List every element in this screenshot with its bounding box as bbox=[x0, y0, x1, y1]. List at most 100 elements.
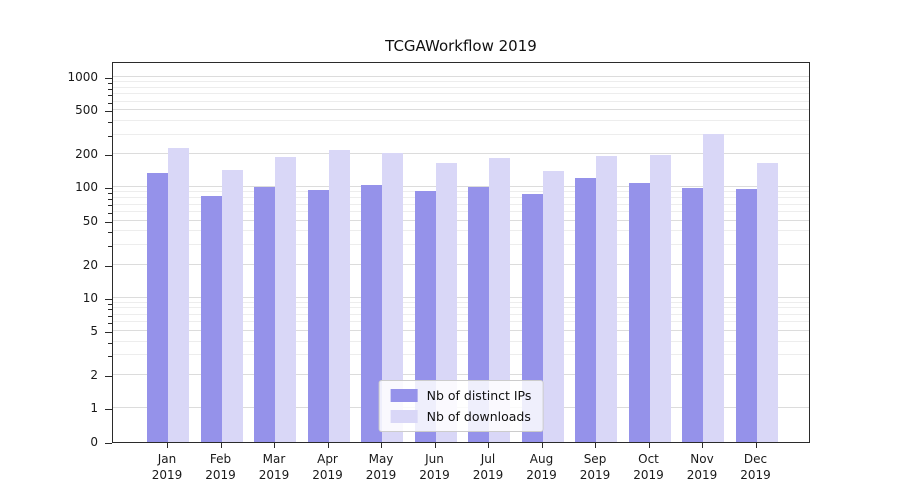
gridline bbox=[113, 230, 809, 232]
bar-downloads bbox=[382, 153, 403, 442]
legend-item-distinct-ips: Nb of distinct IPs bbox=[390, 388, 532, 403]
gridline bbox=[113, 307, 809, 309]
bar-distinct-ips bbox=[254, 187, 275, 442]
x-tick-label: Sep 2019 bbox=[579, 452, 611, 483]
bar-distinct-ips bbox=[735, 189, 757, 442]
bar-distinct-ips bbox=[575, 177, 596, 442]
x-tick-mark bbox=[167, 443, 168, 448]
y-tick-label: 0 bbox=[90, 435, 98, 449]
bar-distinct-ips bbox=[468, 187, 489, 442]
x-tick-mark bbox=[381, 443, 382, 448]
gridline bbox=[113, 219, 809, 221]
gridline bbox=[113, 86, 809, 88]
y-tick-label: 500 bbox=[75, 103, 98, 118]
x-tick-label: Mar 2019 bbox=[258, 452, 290, 483]
y-tick-label: 1000 bbox=[67, 70, 98, 85]
y-tick-mark bbox=[105, 409, 112, 410]
legend-item-downloads: Nb of downloads bbox=[390, 409, 532, 424]
y-tick-label: 1 bbox=[90, 401, 98, 415]
bar-distinct-ips bbox=[147, 173, 168, 442]
x-tick-mark bbox=[648, 443, 650, 448]
x-tick-label: Jul 2019 bbox=[472, 452, 504, 483]
bar-downloads bbox=[596, 156, 617, 442]
x-tick-label: May 2019 bbox=[365, 452, 397, 483]
bar-downloads bbox=[168, 147, 189, 442]
gridline bbox=[113, 120, 809, 122]
x-tick-label: Dec 2019 bbox=[740, 452, 771, 483]
x-tick-mark bbox=[702, 443, 703, 448]
y-tick-label: 2 bbox=[90, 367, 98, 382]
x-tick-label: Jun 2019 bbox=[419, 452, 450, 483]
y-tick-label: 50 bbox=[82, 213, 98, 228]
y-tick-mark bbox=[105, 298, 112, 300]
y-tick-mark bbox=[105, 221, 112, 223]
bar-downloads bbox=[221, 170, 243, 442]
legend: Nb of distinct IPs Nb of downloads bbox=[378, 380, 544, 432]
gridline bbox=[113, 203, 809, 205]
x-tick-mark bbox=[541, 443, 543, 448]
x-tick-label: Feb 2019 bbox=[205, 452, 236, 483]
bar-downloads bbox=[756, 163, 778, 442]
x-tick-mark bbox=[434, 443, 436, 448]
gridline bbox=[113, 76, 809, 78]
bar-distinct-ips bbox=[628, 182, 650, 442]
gridline bbox=[113, 133, 809, 135]
bar-downloads bbox=[542, 171, 564, 442]
x-tick-label: Jan 2019 bbox=[151, 452, 183, 483]
y-tick-mark bbox=[105, 78, 112, 80]
bar-downloads bbox=[489, 157, 510, 442]
legend-swatch-downloads bbox=[390, 410, 418, 423]
legend-label-distinct-ips: Nb of distinct IPs bbox=[426, 388, 532, 403]
gridline bbox=[113, 354, 809, 356]
gridline bbox=[113, 296, 809, 298]
x-tick-label: Nov 2019 bbox=[686, 452, 718, 483]
gridline bbox=[113, 244, 809, 246]
y-tick-mark bbox=[105, 331, 112, 333]
y-tick-label: 200 bbox=[75, 147, 98, 162]
gridline bbox=[113, 340, 809, 342]
bar-distinct-ips bbox=[307, 189, 329, 442]
gridline bbox=[113, 210, 809, 212]
y-tick-label: 10 bbox=[82, 290, 98, 305]
gridline bbox=[113, 313, 809, 315]
y-tick-mark bbox=[105, 111, 112, 113]
gridline bbox=[113, 81, 809, 83]
gridline bbox=[113, 109, 809, 111]
bar-distinct-ips bbox=[682, 187, 703, 442]
y-tick-mark bbox=[105, 375, 112, 377]
y-tick-mark bbox=[105, 188, 112, 190]
bar-distinct-ips bbox=[361, 184, 382, 442]
chart-title: TCGAWorkflow 2019 bbox=[385, 37, 537, 55]
bar-distinct-ips bbox=[200, 196, 222, 442]
gridline bbox=[113, 153, 809, 155]
gridline bbox=[113, 373, 809, 375]
y-tick-mark bbox=[105, 265, 112, 267]
x-tick-mark bbox=[274, 443, 275, 448]
gridline bbox=[113, 301, 809, 303]
bar-downloads bbox=[435, 162, 457, 442]
bar-downloads bbox=[275, 157, 296, 442]
gridline bbox=[113, 186, 809, 188]
bar-downloads bbox=[703, 134, 724, 442]
legend-label-downloads: Nb of downloads bbox=[426, 409, 531, 424]
y-tick-mark bbox=[105, 443, 112, 444]
y-tick-label: 20 bbox=[82, 257, 98, 272]
gridline bbox=[113, 93, 809, 95]
gridline bbox=[113, 263, 809, 265]
gridline bbox=[113, 197, 809, 199]
bar-downloads bbox=[649, 154, 671, 442]
plot-area: Nb of distinct IPs Nb of downloads bbox=[112, 62, 810, 443]
gridline bbox=[113, 100, 809, 102]
gridline bbox=[113, 321, 809, 323]
x-tick-mark bbox=[595, 443, 596, 448]
y-tick-mark bbox=[105, 155, 112, 157]
legend-swatch-distinct-ips bbox=[390, 389, 418, 402]
gridline bbox=[113, 191, 809, 193]
bar-distinct-ips bbox=[414, 190, 436, 442]
x-tick-mark bbox=[488, 443, 489, 448]
x-tick-label: Apr 2019 bbox=[312, 452, 343, 483]
y-tick-label: 5 bbox=[90, 323, 98, 338]
y-tick-label: 100 bbox=[75, 180, 98, 195]
x-tick-mark bbox=[755, 443, 757, 448]
